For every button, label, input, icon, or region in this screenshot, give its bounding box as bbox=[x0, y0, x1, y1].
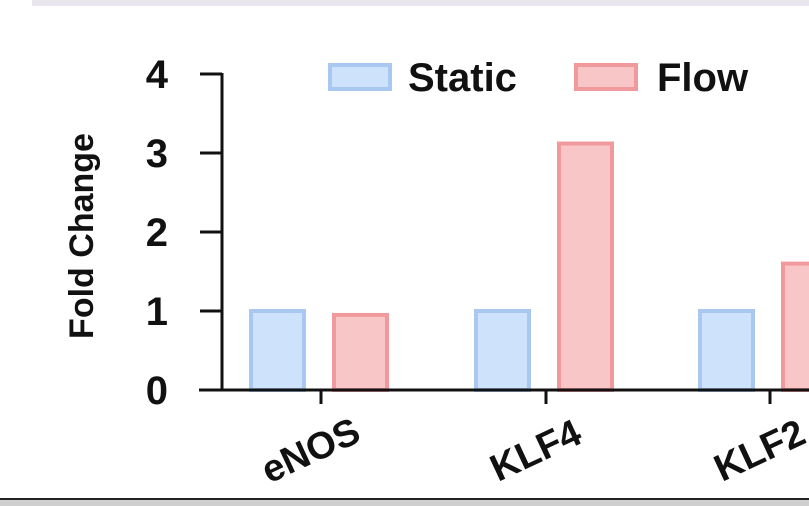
y-axis-label: Fold Change bbox=[63, 133, 101, 339]
bar-static-klf2 bbox=[698, 309, 755, 392]
legend-label-flow: Flow bbox=[657, 56, 749, 100]
bar-flow-klf4 bbox=[557, 141, 614, 392]
y-tick-label: 4 bbox=[146, 53, 169, 97]
y-axis: 0 1 2 3 4 bbox=[146, 53, 224, 413]
bottom-divider bbox=[0, 498, 809, 500]
x-tick-label: KLF4 bbox=[484, 412, 588, 490]
bar-flow-enos bbox=[332, 312, 389, 393]
bar-flow-klf2 bbox=[781, 261, 809, 393]
bottom-border-band bbox=[0, 500, 809, 506]
bars-group bbox=[249, 141, 809, 393]
x-axis: eNOS KLF4 KLF2 bbox=[199, 388, 809, 492]
legend-swatch-static bbox=[328, 63, 392, 91]
y-tick-label: 1 bbox=[146, 290, 168, 334]
legend-label-static: Static bbox=[408, 56, 517, 100]
legend: Static Flow bbox=[328, 56, 749, 100]
y-tick-label: 3 bbox=[146, 132, 168, 176]
y-tick-label: 0 bbox=[146, 369, 168, 413]
legend-swatch-flow bbox=[574, 63, 638, 91]
bar-static-klf4 bbox=[474, 309, 531, 392]
bar-static-enos bbox=[249, 309, 306, 392]
y-tick-label: 2 bbox=[146, 211, 168, 255]
x-tick-label: KLF2 bbox=[708, 412, 809, 490]
top-border-band bbox=[32, 0, 809, 6]
x-tick-label: eNOS bbox=[255, 410, 367, 492]
